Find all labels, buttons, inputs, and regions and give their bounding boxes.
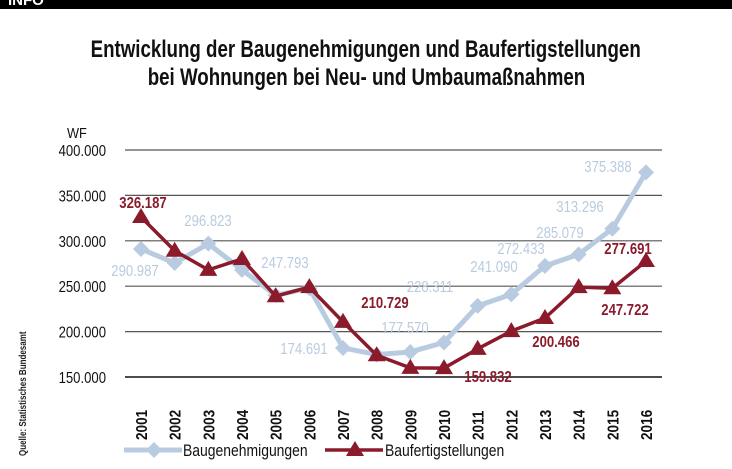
x-tick-label: 2016 [639, 410, 656, 440]
header-badge: INFO [8, 0, 44, 9]
x-tick-label: 2006 [302, 410, 319, 440]
data-label: 285.079 [536, 225, 583, 242]
data-label: 296.823 [184, 213, 231, 230]
legend-triangle-icon [346, 441, 364, 456]
data-point-triangle [569, 278, 588, 294]
chart-title-block: Entwicklung der Baugenehmigungen und Bau… [0, 36, 732, 92]
chart-subtitle: bei Wohnungen bei Neu- und Umbaumaßnahme… [147, 64, 585, 91]
data-point-diamond [200, 235, 217, 252]
data-label: 228.311 [407, 279, 453, 296]
data-point-triangle [468, 339, 487, 355]
y-tick-label: 350.000 [59, 188, 106, 205]
data-point-diamond [335, 339, 351, 356]
x-tick-label: 2004 [235, 409, 252, 440]
legend-label: Baugenehmigungen [183, 442, 308, 461]
x-tick-label: 2002 [168, 410, 185, 440]
data-point-diamond [570, 246, 587, 263]
data-point-triangle [367, 346, 386, 362]
x-tick-label: 2012 [504, 410, 521, 440]
x-tick-label: 2008 [370, 410, 387, 440]
data-label: 247.722 [601, 302, 648, 319]
series-line-baugenehmigungen [140, 171, 649, 358]
x-tick-label: 2010 [437, 410, 454, 440]
x-tick-label: 2014 [572, 409, 589, 440]
legend-label: Baufertigstellungen [385, 442, 504, 461]
source-text: Quelle: Statistisches Bundesamt [18, 331, 29, 456]
y-tick-label: 150.000 [59, 370, 106, 387]
chart-title: Entwicklung der Baugenehmigungen und Bau… [90, 36, 642, 63]
data-point-diamond [436, 334, 452, 351]
data-point-diamond [133, 240, 149, 257]
data-point-triangle [502, 322, 521, 338]
data-point-triangle [199, 260, 218, 276]
data-label: 290.987 [111, 263, 158, 280]
x-tick-label: 2013 [538, 410, 555, 440]
data-point-triangle [266, 287, 285, 303]
data-label: 159.832 [464, 369, 511, 386]
data-label: 326.187 [119, 195, 166, 212]
header-bar: INFO [0, 0, 732, 9]
x-tick-label: 2011 [471, 411, 488, 440]
y-tick-label: 200.000 [59, 324, 106, 341]
data-label: 174.691 [280, 341, 327, 358]
data-point-diamond [638, 164, 654, 181]
data-label: 177.570 [381, 320, 428, 337]
data-point-triangle [603, 279, 622, 295]
series-line-baufertigstellungen [139, 215, 648, 370]
data-label: 272.433 [497, 241, 544, 258]
legend-diamond-icon [146, 442, 162, 458]
x-tick-label: 2015 [605, 410, 622, 440]
data-label: 200.466 [532, 334, 579, 351]
data-point-triangle [536, 308, 554, 324]
data-point-diamond [503, 286, 520, 303]
data-point-triangle [233, 249, 251, 265]
x-tick-label: 2005 [269, 410, 286, 440]
data-label: 313.296 [556, 199, 603, 216]
data-label: 375.388 [584, 159, 631, 176]
x-tick-label: 2001 [134, 410, 151, 440]
y-tick-label: 300.000 [59, 234, 106, 251]
data-point-triangle [334, 312, 352, 328]
data-point-triangle [132, 208, 150, 224]
x-tick-label: 2003 [201, 410, 218, 440]
y-axis-label: WF [67, 124, 87, 141]
y-tick-label: 250.000 [59, 279, 106, 296]
data-point-diamond [537, 257, 553, 274]
data-label: 277.691 [604, 241, 651, 258]
data-point-triangle [637, 252, 655, 268]
data-point-diamond [604, 220, 621, 237]
data-label: 241.090 [470, 259, 517, 276]
data-point-diamond [469, 297, 486, 314]
data-point-triangle [401, 358, 420, 374]
x-tick-label: 2009 [403, 410, 420, 440]
source-note: Quelle: Statistisches Bundesamt [18, 300, 30, 456]
data-point-triangle [300, 278, 319, 294]
x-tick-label: 2007 [336, 410, 353, 440]
y-tick-label: 400.000 [59, 143, 106, 160]
data-point-triangle [165, 241, 184, 257]
data-label: 247.793 [261, 255, 308, 272]
data-label: 210.729 [361, 295, 408, 312]
data-point-diamond [166, 255, 183, 272]
data-point-diamond [402, 343, 419, 360]
data-point-triangle [435, 359, 453, 375]
